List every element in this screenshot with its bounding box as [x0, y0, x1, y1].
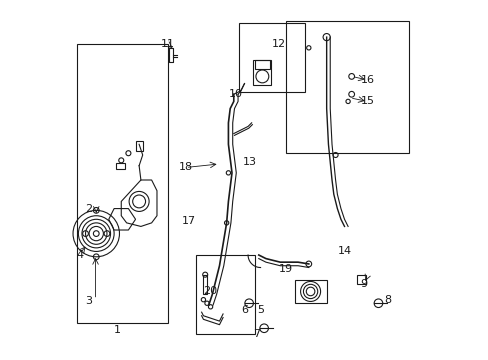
Circle shape: [226, 171, 230, 175]
Text: 5: 5: [257, 305, 264, 315]
Bar: [356, 275, 365, 284]
Text: 6: 6: [241, 305, 247, 315]
Text: 16: 16: [360, 75, 374, 85]
Text: 7: 7: [253, 329, 260, 339]
Bar: [239, 23, 305, 93]
Bar: [253, 60, 271, 85]
Text: 3: 3: [85, 296, 92, 306]
Bar: [196, 255, 255, 334]
Bar: [285, 21, 408, 153]
Bar: [116, 163, 124, 169]
Text: 12: 12: [271, 39, 285, 49]
Circle shape: [224, 221, 228, 225]
Text: 4: 4: [77, 250, 83, 260]
Text: 18: 18: [178, 162, 192, 172]
Text: 13: 13: [243, 157, 256, 167]
Text: 10: 10: [228, 89, 242, 99]
Text: 2: 2: [85, 203, 93, 213]
Text: 1: 1: [114, 325, 121, 335]
Text: 19: 19: [278, 264, 292, 274]
Text: 14: 14: [337, 247, 351, 256]
Text: 8: 8: [383, 295, 390, 305]
Bar: [255, 60, 269, 69]
Bar: [77, 44, 167, 323]
Text: 17: 17: [182, 216, 196, 226]
Bar: [294, 280, 326, 303]
Bar: [135, 141, 142, 152]
Bar: [203, 275, 206, 294]
Text: 20: 20: [203, 286, 217, 296]
Text: 15: 15: [360, 96, 374, 107]
Text: 9: 9: [360, 279, 367, 289]
Text: 11: 11: [161, 39, 174, 49]
